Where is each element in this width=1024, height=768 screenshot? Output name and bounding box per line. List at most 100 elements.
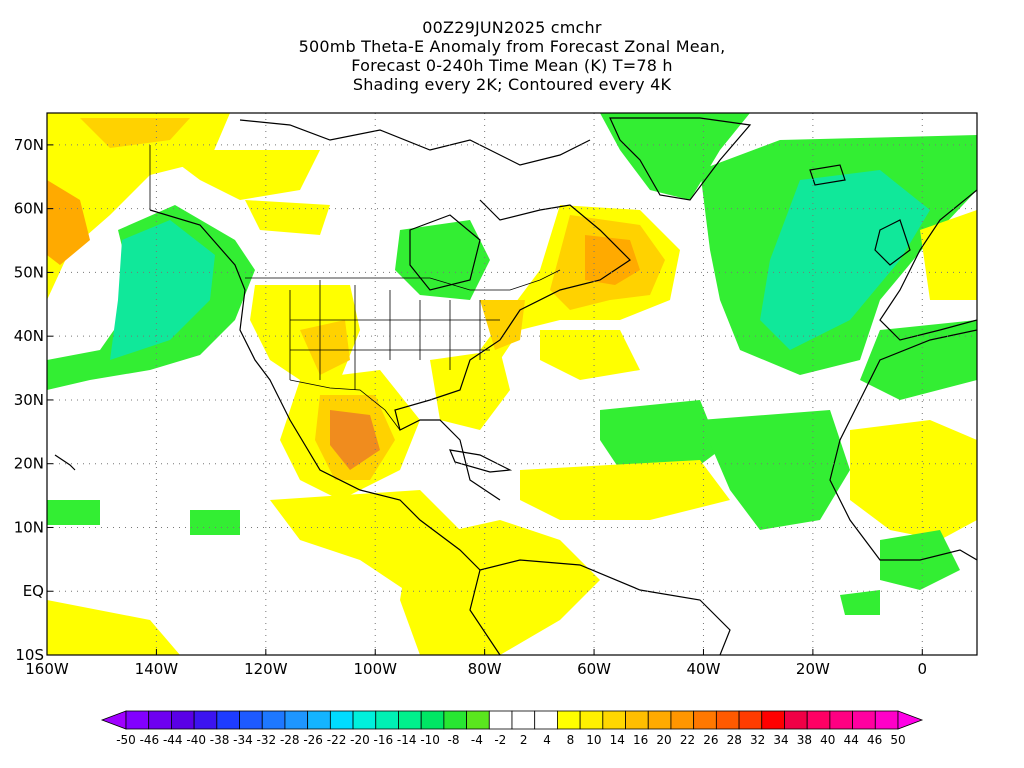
colorbar-label: -34 (233, 733, 253, 747)
colorbar-label: -8 (448, 733, 460, 747)
lon-label: 160W (25, 660, 69, 678)
lat-label: 60N (14, 200, 44, 218)
shading-layer (47, 113, 977, 655)
colorbar-swatch (557, 710, 581, 730)
anomaly-region-n-atlantic-teal (760, 170, 930, 350)
colorbar-label: -20 (350, 733, 370, 747)
colorbar-swatch (398, 710, 422, 730)
graticule (47, 113, 977, 655)
colorbar-swatch (420, 710, 445, 730)
anomaly-region-w-africa-green (860, 320, 977, 400)
colorbar-label: -14 (397, 733, 417, 747)
lon-label: 120W (244, 660, 288, 678)
colorbar-swatch (602, 710, 626, 730)
colorbar-swatch (511, 710, 536, 730)
colorbar-label: -40 (186, 733, 206, 747)
anomaly-region-hudson-green (395, 220, 490, 300)
lat-label: EQ (23, 582, 44, 600)
coast-hudson-bay (409, 214, 481, 291)
colorbar-label: -28 (280, 733, 300, 747)
lat-label: 30N (14, 391, 44, 409)
anomaly-region-alaska-orange (47, 180, 90, 265)
colorbar-swatch (784, 710, 808, 730)
coast-europe (879, 189, 977, 341)
colorbar-swatch (488, 710, 513, 730)
anomaly-region-us-sw-gold (300, 320, 350, 375)
anomaly-region-s-atlantic-green-patch (840, 590, 880, 615)
coast-cuba (449, 449, 513, 473)
colorbar-swatch (193, 710, 218, 730)
lon-label: 100W (354, 660, 398, 678)
colorbar-swatch (148, 710, 172, 730)
coast-british-isles (874, 219, 911, 266)
lon-label: 140W (135, 660, 179, 678)
colorbar-swatch (852, 710, 876, 730)
title-line-3: Forecast 0-240h Time Mean (K) T=78 h (351, 56, 673, 75)
lon-label: 20W (796, 660, 830, 678)
colorbar-swatch (352, 710, 377, 730)
colorbar-swatch (693, 710, 717, 730)
coast-arctic-islands (239, 119, 591, 166)
colorbar-swatch (239, 710, 263, 730)
colorbar-label: 34 (773, 733, 788, 747)
anomaly-region-s-pacific-yellow (47, 600, 180, 655)
colorbar-min-arrow (100, 710, 127, 730)
lon-label: 80W (468, 660, 502, 678)
colorbar-swatch (443, 710, 467, 730)
colorbar-label: -26 (303, 733, 323, 747)
colorbar-label: 10 (586, 733, 601, 747)
plot-frame (46, 112, 978, 656)
colorbar-label: -44 (163, 733, 183, 747)
colorbar-label: 32 (750, 733, 765, 747)
title-line-4: Shading every 2K; Contoured every 4K (352, 75, 672, 94)
colorbar-swatch (329, 710, 354, 730)
anomaly-region-greenland-green (600, 113, 750, 200)
colorbar-label: 16 (633, 733, 648, 747)
lat-label: 10N (14, 518, 44, 536)
anomaly-region-bering-orange (80, 118, 190, 148)
colorbar-label: -38 (210, 733, 230, 747)
anomaly-region-africa-yellow (850, 420, 977, 540)
lon-label: 0 (918, 660, 928, 678)
anomaly-region-atlantic-yellow-band (520, 460, 730, 520)
colorbar-swatch (829, 710, 853, 730)
colorbar-label: -2 (494, 733, 506, 747)
colorbar-label: 4 (543, 733, 551, 747)
coast-greenland (609, 117, 752, 201)
coast-north-america-west (149, 209, 481, 571)
colorbar-swatch (261, 710, 286, 730)
anomaly-region-atlantic-green-2 (700, 410, 850, 530)
title-line-2: 500mb Theta-E Anomaly from Forecast Zona… (298, 37, 726, 56)
colorbar-swatch (125, 710, 150, 730)
lon-label: 60W (577, 660, 611, 678)
lat-label: 20N (14, 455, 44, 473)
colorbar-label: 38 (797, 733, 812, 747)
lat-label: 70N (14, 136, 44, 154)
colorbar-label: 44 (844, 733, 859, 747)
colorbar-swatch (307, 710, 331, 730)
anomaly-region-carolina-gold (480, 300, 525, 350)
longitude-labels: 160W 140W 120W 100W 80W 60W 40W 20W 0 (25, 660, 927, 678)
lat-label: 50N (14, 263, 44, 281)
colorbar-label: 2 (520, 733, 528, 747)
lon-label: 40W (687, 660, 721, 678)
colorbar-label: -46 (140, 733, 160, 747)
anomaly-region-europe-yellow (920, 210, 977, 300)
political-boundaries (149, 145, 561, 431)
anomaly-region-e-pacific-green-patch (47, 500, 100, 525)
colorbar-swatch (579, 710, 604, 730)
anomaly-region-mexico-dark (330, 410, 380, 470)
title-line-1: 00Z29JUN2025 cmchr (422, 18, 602, 37)
colorbar-swatch (761, 710, 785, 730)
colorbar-label: -50 (116, 733, 136, 747)
anomaly-region-quebec-dark (585, 235, 640, 285)
colorbar-swatch (466, 710, 490, 730)
colorbar-swatch (625, 710, 649, 730)
anomaly-region-s-america-yellow (400, 520, 600, 655)
border-us-mexico (289, 379, 401, 431)
coast-africa (829, 329, 977, 561)
anomaly-region-atlantic-green-1 (600, 400, 720, 480)
anomaly-region-atlantic-yellow (540, 330, 640, 380)
colorbar-swatch (534, 710, 558, 730)
